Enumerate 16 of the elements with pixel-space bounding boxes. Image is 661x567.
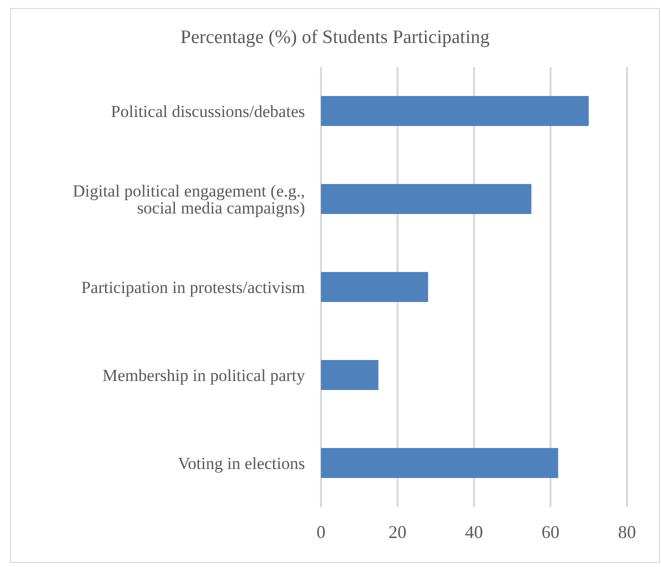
chart-title: Percentage (%) of Students Participating xyxy=(179,27,491,50)
bar xyxy=(321,184,532,214)
bar xyxy=(321,360,378,390)
bar xyxy=(321,272,428,302)
y-tick-label: Participation in protests/activism xyxy=(81,278,305,298)
x-tick-label: 80 xyxy=(618,522,636,542)
y-tick-label: Digital political engagement (e.g., social media campaigns) xyxy=(72,182,305,218)
x-tick-label: 40 xyxy=(465,522,483,542)
x-tick-label: 20 xyxy=(388,522,406,542)
x-tick-label: 60 xyxy=(542,522,560,542)
x-tick-label: 0 xyxy=(316,522,326,542)
bar xyxy=(321,96,589,126)
y-tick-label: Membership in political party xyxy=(102,366,306,386)
y-tick-label: Voting in elections xyxy=(178,454,305,474)
bar xyxy=(321,448,558,478)
y-tick-label: Political discussions/debates xyxy=(110,102,305,122)
